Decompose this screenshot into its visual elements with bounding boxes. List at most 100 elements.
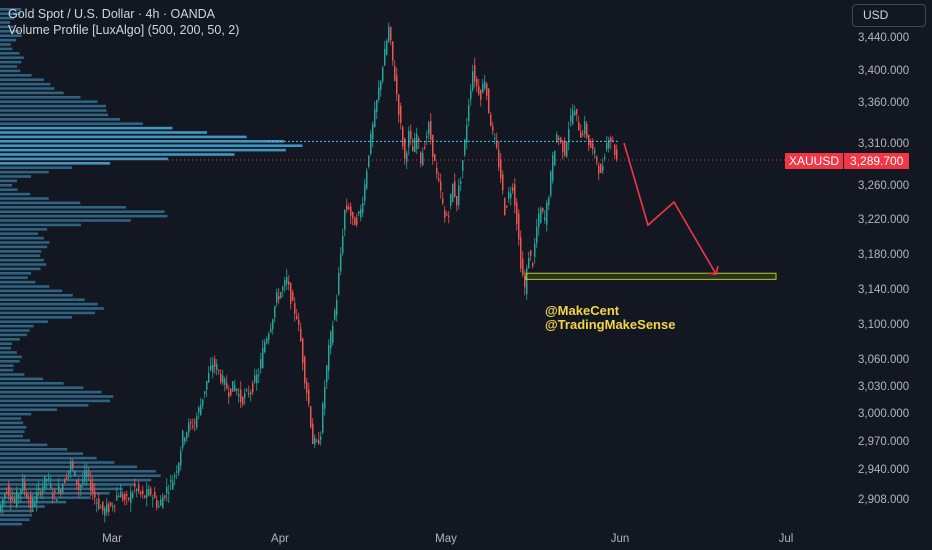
candle-body xyxy=(38,487,40,491)
candle-body xyxy=(566,142,568,157)
price-tick-label: 3,310.000 xyxy=(858,138,909,150)
candle-body xyxy=(488,88,490,113)
candle-body xyxy=(110,502,112,506)
candle-body xyxy=(400,105,402,123)
volume-profile-bar xyxy=(0,153,235,156)
support-zone[interactable] xyxy=(525,272,777,280)
candle-body xyxy=(56,499,58,502)
candle-body xyxy=(162,497,164,509)
candle-body xyxy=(528,258,530,269)
candle-body xyxy=(366,171,368,189)
candle-body xyxy=(188,422,190,433)
candles xyxy=(0,22,618,523)
candle-body xyxy=(96,502,98,504)
candle-body xyxy=(74,471,76,476)
candle-body xyxy=(560,137,562,142)
candle-body xyxy=(222,375,224,384)
candle-body xyxy=(536,226,538,244)
volume-profile-bar xyxy=(0,368,14,372)
volume-profile-bar xyxy=(0,518,30,521)
candle-body xyxy=(214,358,216,367)
candle-body xyxy=(116,495,118,501)
candle-body xyxy=(182,430,184,448)
volume-profile-bar xyxy=(0,386,84,389)
candle-body xyxy=(76,480,78,485)
candle-body xyxy=(114,505,116,507)
candle-body xyxy=(104,507,106,516)
candle-body xyxy=(424,146,426,149)
volume-profile-bar xyxy=(0,52,20,55)
candle-body xyxy=(192,425,194,428)
time-tick-label: Mar xyxy=(102,533,122,545)
candle-body xyxy=(420,152,422,164)
candle-body xyxy=(128,497,130,500)
indicator-title[interactable]: Volume Profile [LuxAlgo] (500, 200, 50, … xyxy=(8,23,240,37)
candle-body xyxy=(286,277,288,284)
candle-body xyxy=(394,65,396,81)
candle-body xyxy=(386,40,388,55)
candle-body xyxy=(62,484,64,493)
candle-body xyxy=(510,193,512,198)
candle-body xyxy=(324,387,326,409)
price-tick-label: 3,360.000 xyxy=(858,97,909,109)
candle-body xyxy=(504,198,506,216)
volume-profile-bar xyxy=(0,74,32,77)
candle-body xyxy=(136,488,138,491)
candle-body xyxy=(274,306,276,318)
candle-body xyxy=(484,81,486,89)
candle-body xyxy=(406,152,408,162)
volume-profile-bar xyxy=(0,188,18,191)
candle-body xyxy=(464,140,466,155)
candle-body xyxy=(380,81,382,90)
volume-profile-bar xyxy=(0,144,303,147)
candle-body xyxy=(230,388,232,396)
volume-profile-bar xyxy=(0,351,17,354)
candle-body xyxy=(438,178,440,181)
candle-body xyxy=(614,144,616,156)
symbol-title[interactable]: Gold Spot / U.S. Dollar · 4h · OANDA xyxy=(8,7,216,21)
projection-arrow[interactable] xyxy=(623,142,717,275)
candle-body xyxy=(156,499,158,508)
candle-body xyxy=(232,381,234,392)
candle-body xyxy=(12,499,14,501)
candle-body xyxy=(466,125,468,143)
volume-profile-bar xyxy=(0,272,32,275)
volume-profile-bar xyxy=(0,395,114,398)
time-axis[interactable]: Mar Apr May Jun Jul xyxy=(102,533,793,545)
candle-body xyxy=(4,494,6,499)
candle-body xyxy=(178,462,180,474)
candle-body xyxy=(390,27,392,41)
price-tick-label: 3,030.000 xyxy=(858,381,909,393)
candle-body xyxy=(340,253,342,272)
candle-body xyxy=(480,90,482,100)
currency-button[interactable]: USD xyxy=(852,4,926,27)
candle-body xyxy=(190,421,192,424)
volume-profile-bar xyxy=(0,131,208,134)
candle-body xyxy=(422,153,424,166)
price-axis[interactable]: 3,440.000 3,400.000 3,360.000 3,310.000 3,26… xyxy=(858,32,909,506)
volume-profile-bar xyxy=(0,439,31,442)
candle-body xyxy=(336,300,338,316)
candle-body xyxy=(520,237,522,269)
volume-profile-bar xyxy=(0,162,111,165)
candle-body xyxy=(478,85,480,95)
candle-body xyxy=(66,476,68,480)
volume-profile-bar xyxy=(0,184,13,187)
volume-profile-bar xyxy=(0,430,25,433)
candle-body xyxy=(252,383,254,393)
candle-body xyxy=(254,375,256,382)
candle-body xyxy=(404,138,406,159)
volume-profile-bar xyxy=(0,232,39,235)
candle-body xyxy=(552,155,554,181)
volume-profile-bar xyxy=(0,474,161,477)
volume-profile-bar xyxy=(0,34,22,37)
volume-profile-bar xyxy=(0,417,22,420)
volume-profile-bar xyxy=(0,324,34,328)
candle-body xyxy=(586,123,588,138)
candle-body xyxy=(170,479,172,482)
volume-profile-bar xyxy=(0,355,22,359)
candle-body xyxy=(224,378,226,385)
volume-profile-bar xyxy=(0,311,95,315)
candle-body xyxy=(316,440,318,442)
